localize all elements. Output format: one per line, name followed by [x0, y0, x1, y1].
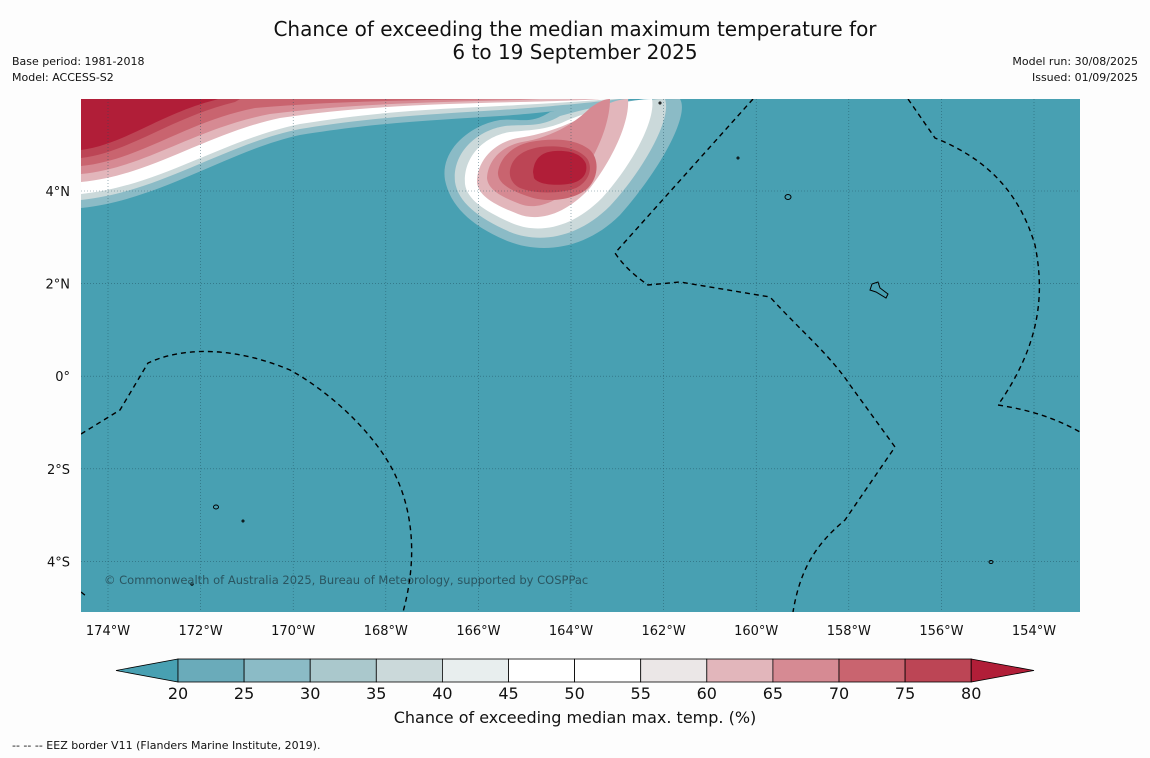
lat-tick-label: 4°N [46, 185, 71, 200]
colorbar-extend-low [115, 658, 179, 683]
lat-tick-label: 0° [55, 370, 70, 385]
longitude-labels: 174°W 172°W 170°W 168°W 166°W 164°W 162°W 160°W… [86, 624, 1056, 639]
lon-tick-label: 172°W [179, 624, 223, 639]
island-outline [190, 582, 194, 586]
islands [190, 101, 994, 586]
lon-tick-label: 162°W [642, 624, 686, 639]
copyright-text: © Commonwealth of Australia 2025, Bureau… [104, 573, 588, 587]
colorbar-tick-label: 75 [895, 684, 915, 703]
meta-right: Model run: 30/08/2025 Issued: 01/09/2025 [1012, 54, 1138, 86]
island-outline [658, 101, 662, 105]
colorbar [115, 658, 1035, 683]
colorbar-segment [441, 658, 509, 683]
eez-legend-note: -- -- -- EEZ border V11 (Flanders Marine… [12, 739, 321, 752]
island-outline [784, 194, 792, 200]
lon-tick-label: 156°W [919, 624, 963, 639]
issued-date: Issued: 01/09/2025 [1031, 71, 1138, 84]
island-outline [213, 504, 219, 510]
island-outline [736, 156, 740, 160]
lon-tick-label: 170°W [271, 624, 315, 639]
colorbar-segment [243, 658, 311, 683]
colorbar-tick-label: 55 [631, 684, 651, 703]
colorbar-extend-high [970, 658, 1035, 683]
warm-band-north [81, 99, 630, 208]
title-line-1: Chance of exceeding the median maximum t… [273, 17, 877, 41]
colorbar-segment [838, 658, 906, 683]
lon-tick-label: 166°W [456, 624, 500, 639]
model-name: Model: ACCESS-S2 [12, 71, 114, 84]
eez-borders [81, 99, 1080, 612]
lat-tick-label: 2°N [46, 278, 71, 293]
lon-tick-label: 174°W [86, 624, 130, 639]
colorbar-tick-label: 20 [168, 684, 188, 703]
lat-tick-label: 4°S [47, 555, 70, 570]
map-area: © Commonwealth of Australia 2025, Bureau… [81, 99, 1080, 612]
lat-tick-label: 2°S [47, 463, 70, 478]
island-outline [869, 281, 889, 299]
lon-tick-label: 168°W [364, 624, 408, 639]
latitude-labels: 4°N 2°N 0° 2°S 4°S [46, 185, 71, 570]
colorbar-tick-label: 45 [498, 684, 518, 703]
colorbar-tick-label: 70 [829, 684, 849, 703]
title-line-2: 6 to 19 September 2025 [452, 40, 698, 64]
colorbar-tick-label: 65 [763, 684, 783, 703]
colorbar-label: Chance of exceeding median max. temp. (%… [393, 708, 757, 727]
colorbar-tick-label: 30 [300, 684, 320, 703]
island-outline [988, 560, 994, 564]
lon-tick-label: 160°W [734, 624, 778, 639]
colorbar-segment [772, 658, 840, 683]
colorbar-segment [177, 658, 245, 683]
meta-left: Base period: 1981-2018 Model: ACCESS-S2 [12, 54, 144, 86]
model-run: Model run: 30/08/2025 [1012, 55, 1138, 68]
colorbar-segment [375, 658, 443, 683]
colorbar-segment [904, 658, 972, 683]
lon-tick-label: 154°W [1012, 624, 1056, 639]
colorbar-tick-label: 40 [432, 684, 452, 703]
colorbar-tick-label: 60 [697, 684, 717, 703]
colorbar-tick-label: 25 [234, 684, 254, 703]
colorbar-segment [706, 658, 774, 683]
warm-spot [444, 99, 682, 248]
map-title: Chance of exceeding the median maximum t… [0, 18, 1150, 64]
colorbar-segment [309, 658, 377, 683]
colorbar-segment [640, 658, 708, 683]
colorbar-ticks: 20 25 30 35 40 45 50 55 60 65 70 75 80 [168, 684, 982, 703]
colorbar-segment [574, 658, 642, 683]
colorbar-tick-label: 35 [366, 684, 386, 703]
lon-tick-label: 164°W [549, 624, 593, 639]
base-period: Base period: 1981-2018 [12, 55, 145, 68]
colorbar-tick-label: 80 [961, 684, 981, 703]
colorbar-tick-label: 50 [564, 684, 584, 703]
lon-tick-label: 158°W [827, 624, 871, 639]
island-outline [241, 519, 245, 523]
colorbar-segment [508, 658, 575, 683]
